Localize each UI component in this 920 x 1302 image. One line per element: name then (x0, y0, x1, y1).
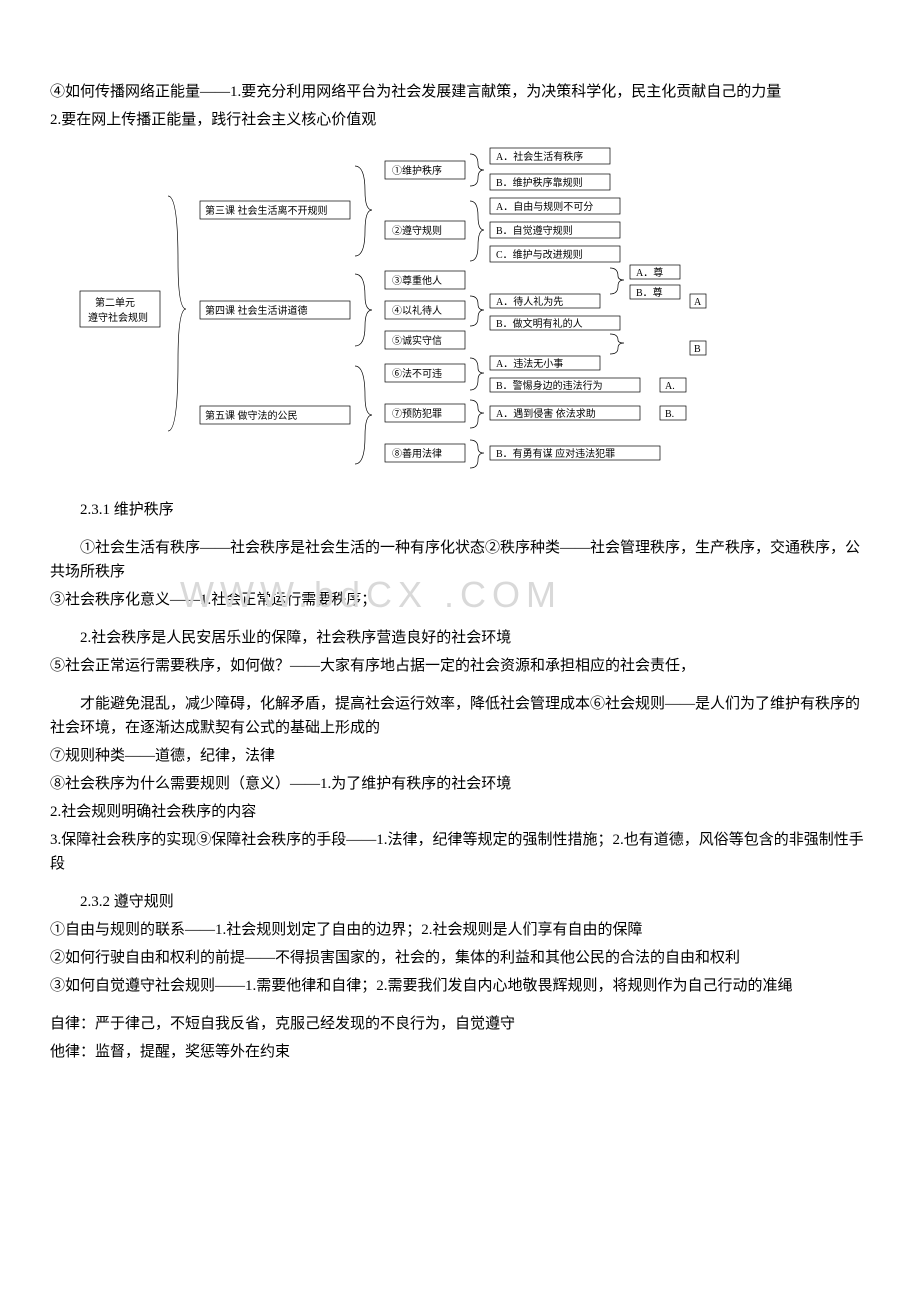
leaf-a7a: A. (665, 381, 675, 392)
node-1: ①维护秩序 (392, 164, 442, 177)
node-2: ②遵守规则 (392, 224, 442, 237)
s231-p3: 2.社会秩序是人民安居乐业的保障，社会秩序营造良好的社会环境 (50, 626, 870, 650)
s231-p2: ③社会秩序化意义——1.社会正常运行需要秩序； (50, 588, 870, 612)
section-231-title: 2.3.1 维护秩序 (50, 498, 870, 522)
s232-p3: ③如何自觉遵守社会规则——1.需要他律和自律；2.需要我们发自内心地敬畏辉规则，… (50, 974, 870, 998)
paragraph-top-2: 2.要在网上传播正能量，践行社会主义核心价值观 (50, 108, 870, 132)
node-6: ⑥法不可违 (392, 367, 442, 380)
leaf-b3: B．尊 (636, 286, 663, 299)
leaf-b4: B．做文明有礼的人 (496, 317, 583, 330)
s231-p6: ⑦规则种类——道德，纪律，法律 (50, 744, 870, 768)
leaf-b2: B．自觉遵守规则 (496, 224, 573, 237)
leaf-a5: A (694, 297, 702, 308)
node-3: ③尊重他人 (392, 274, 442, 287)
leaf-b8: B．有勇有谋 应对违法犯罪 (496, 447, 615, 460)
root-line1: 第二单元 (95, 296, 135, 309)
s231-p7: ⑧社会秩序为什么需要规则（意义）——1.为了维护有秩序的社会环境 (50, 772, 870, 796)
node-8: ⑧善用法律 (392, 447, 442, 460)
lesson-4: 第四课 社会生活讲道德 (205, 304, 308, 317)
leaf-c2: C．维护与改进规则 (496, 248, 583, 261)
lesson-5: 第五课 做守法的公民 (205, 409, 298, 422)
s231-p8: 2.社会规则明确社会秩序的内容 (50, 800, 870, 824)
leaf-a4: A．待人礼为先 (496, 295, 563, 308)
s231-p1: ①社会生活有秩序——社会秩序是社会生活的一种有序化状态②秩序种类——社会管理秩序… (50, 536, 870, 584)
node-5: ⑤诚实守信 (392, 334, 442, 347)
s231-p5: 才能避免混乱，减少障碍，化解矛盾，提高社会运行效率，降低社会管理成本⑥社会规则—… (50, 692, 870, 740)
leaf-a7: A．遇到侵害 依法求助 (496, 407, 596, 420)
node-7: ⑦预防犯罪 (392, 407, 442, 420)
leaf-b1: B．维护秩序靠规则 (496, 176, 583, 189)
leaf-a2: A．自由与规则不可分 (496, 200, 593, 213)
lesson-3: 第三课 社会生活离不开规则 (205, 204, 328, 217)
leaf-b6: B．警惕身边的违法行为 (496, 379, 603, 392)
leaf-b7: B. (665, 409, 674, 420)
tree-diagram: 第二单元 遵守社会规则 第三课 社会生活离不开规则 ①维护秩序 A．社会生活有秩… (50, 146, 870, 484)
leaf-a1: A．社会生活有秩序 (496, 150, 583, 163)
section-232-title: 2.3.2 遵守规则 (50, 890, 870, 914)
s232-p5: 他律：监督，提醒，奖惩等外在约束 (50, 1040, 870, 1064)
leaf-b5: B (694, 344, 701, 355)
root-line2: 遵守社会规则 (88, 311, 148, 324)
node-4: ④以礼待人 (392, 304, 442, 317)
s231-p4: ⑤社会正常运行需要秩序，如何做？——大家有序地占据一定的社会资源和承担相应的社会… (50, 654, 870, 678)
s232-p1: ①自由与规则的联系——1.社会规则划定了自由的边界；2.社会规则是人们享有自由的… (50, 918, 870, 942)
s232-p4: 自律：严于律己，不短自我反省，克服己经发现的不良行为，自觉遵守 (50, 1012, 870, 1036)
leaf-a6: A．违法无小事 (496, 357, 563, 370)
leaf-a3: A．尊 (636, 266, 663, 279)
s232-p2: ②如何行驶自由和权利的前提——不得损害国家的，社会的，集体的利益和其他公民的合法… (50, 946, 870, 970)
paragraph-top-1: ④如何传播网络正能量——1.要充分利用网络平台为社会发展建言献策，为决策科学化，… (50, 80, 870, 104)
s231-p9: 3.保障社会秩序的实现⑨保障社会秩序的手段——1.法律，纪律等规定的强制性措施；… (50, 828, 870, 876)
